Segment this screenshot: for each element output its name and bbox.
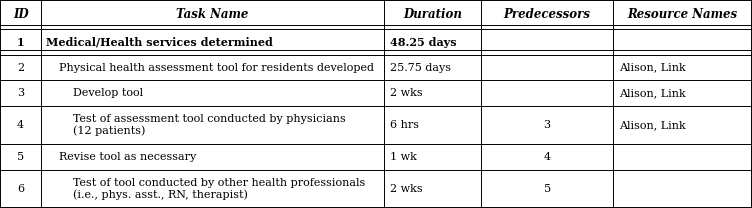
- Text: Task Name: Task Name: [176, 8, 249, 21]
- Text: 25.75 days: 25.75 days: [390, 63, 450, 73]
- Text: 2 wks: 2 wks: [390, 88, 422, 98]
- Text: Alison, Link: Alison, Link: [619, 63, 686, 73]
- Text: 6 hrs: 6 hrs: [390, 120, 419, 130]
- Text: 6: 6: [17, 184, 24, 194]
- Text: 1: 1: [17, 37, 25, 48]
- Text: 3: 3: [544, 120, 550, 130]
- Text: 48.25 days: 48.25 days: [390, 37, 456, 48]
- Text: Duration: Duration: [403, 8, 462, 21]
- Text: 1 wk: 1 wk: [390, 152, 417, 162]
- Text: 2: 2: [17, 63, 24, 73]
- Text: 5: 5: [17, 152, 24, 162]
- Text: Predecessors: Predecessors: [504, 8, 590, 21]
- Text: 5: 5: [544, 184, 550, 194]
- Text: 4: 4: [17, 120, 24, 130]
- Text: 3: 3: [17, 88, 24, 98]
- Text: ID: ID: [13, 8, 29, 21]
- Text: 4: 4: [544, 152, 550, 162]
- Text: Test of tool conducted by other health professionals
(i.e., phys. asst., RN, the: Test of tool conducted by other health p…: [73, 178, 365, 200]
- Text: Resource Names: Resource Names: [627, 8, 738, 21]
- Text: Alison, Link: Alison, Link: [619, 120, 686, 130]
- Text: Medical/Health services determined: Medical/Health services determined: [46, 37, 273, 48]
- Text: 2 wks: 2 wks: [390, 184, 422, 194]
- Text: Develop tool: Develop tool: [73, 88, 143, 98]
- Text: Revise tool as necessary: Revise tool as necessary: [59, 152, 197, 162]
- Text: Physical health assessment tool for residents developed: Physical health assessment tool for resi…: [59, 63, 374, 73]
- Text: Alison, Link: Alison, Link: [619, 88, 686, 98]
- Text: Test of assessment tool conducted by physicians
(12 patients): Test of assessment tool conducted by phy…: [73, 114, 346, 136]
